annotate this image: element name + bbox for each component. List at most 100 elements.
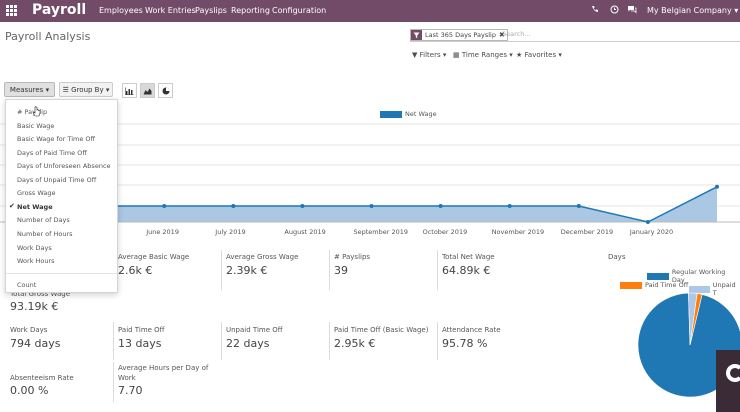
kpi-attendance-rate-label: Attendance Rate xyxy=(442,326,501,334)
pie-legend-label: Unpaid T xyxy=(712,281,736,297)
pie-slice-unpaid-time-off[interactable] xyxy=(688,292,698,346)
measure-option[interactable]: Days of Paid Time Off xyxy=(17,148,87,157)
measure-option[interactable]: Number of Days xyxy=(17,216,70,225)
menu-reporting[interactable]: Reporting xyxy=(231,6,270,15)
measure-option[interactable]: Basic Wage xyxy=(17,121,55,130)
kpi-work-days-label: Work Days xyxy=(10,326,48,334)
filters-label: Filters xyxy=(419,51,441,59)
kpi-average-basic-wage-value: 2.6k € xyxy=(118,264,153,277)
line-chart-button[interactable] xyxy=(140,83,155,98)
favorites-button[interactable]: ★ Favorites ▾ xyxy=(516,51,562,59)
filters-button[interactable]: ▼ Filters ▾ xyxy=(412,51,446,59)
legend-label-net-wage: Net Wage xyxy=(405,110,437,118)
company-switcher[interactable]: My Belgian Company ▾ xyxy=(647,6,738,15)
x-tick-label: July 2019 xyxy=(215,228,246,236)
data-point[interactable] xyxy=(645,220,650,224)
caret-down-icon: ▾ xyxy=(734,6,739,15)
top-navbar: Payroll Employees Work Entries Payslips … xyxy=(0,0,740,22)
pie-chart-button[interactable] xyxy=(158,83,173,98)
data-point[interactable] xyxy=(715,184,719,189)
chat-icon[interactable] xyxy=(627,5,637,15)
company-name: My Belgian Company xyxy=(647,6,732,15)
pie-slice-paid-time-off[interactable] xyxy=(689,293,703,346)
x-tick-label: June 2019 xyxy=(146,228,179,236)
pie-legend-unpaid-time-off[interactable]: Unpaid T xyxy=(689,281,740,297)
time-ranges-button[interactable]: ▦ Time Ranges ▾ xyxy=(453,51,513,59)
x-tick-label: October 2019 xyxy=(422,228,468,236)
star-icon: ★ xyxy=(516,51,523,59)
pie-legend-paid-time-off[interactable]: Paid Time Off xyxy=(620,281,688,289)
kpi-separator xyxy=(221,250,222,290)
pie-legend-swatch xyxy=(620,281,642,289)
data-point[interactable] xyxy=(231,204,236,208)
search-input[interactable]: Search... xyxy=(502,30,531,38)
kpi-separator xyxy=(329,322,330,360)
measure-option[interactable]: Work Days xyxy=(17,243,52,252)
kpi-unpaid-time-off-label: Unpaid Time Off xyxy=(226,326,283,334)
measure-option[interactable]: Days of Unforeseen Absence xyxy=(17,162,111,171)
measure-option-count[interactable]: Count xyxy=(17,280,37,289)
x-tick-label: January 2020 xyxy=(629,228,674,236)
kpi-average-gross-wage-value: 2.39k € xyxy=(226,264,268,277)
kpi-paid-time-off-value: 13 days xyxy=(118,337,162,350)
phone-icon[interactable] xyxy=(590,5,600,15)
kpi-total-net-wage-value: 64.89k € xyxy=(442,264,491,277)
menu-configuration[interactable]: Configuration xyxy=(272,6,327,15)
x-tick-label: November 2019 xyxy=(491,228,545,236)
bar-chart-button[interactable] xyxy=(122,83,137,98)
kpi-separator xyxy=(113,322,114,360)
measures-dropdown: # Payslip Basic Wage Basic Wage for Time O… xyxy=(5,99,118,293)
data-point[interactable] xyxy=(576,204,581,208)
search-facet[interactable]: Last 365 Days Payslip ✖ xyxy=(410,29,508,41)
data-point[interactable] xyxy=(438,204,443,208)
measure-option[interactable]: Work Hours xyxy=(17,257,55,266)
kpi-paid-time-off-basic-label: Paid Time Off (Basic Wage) xyxy=(334,326,429,334)
group-by-button[interactable]: ☰ Group By ▾ xyxy=(59,82,113,97)
caret-down-icon: ▾ xyxy=(45,85,50,94)
kpi-avg-hours-per-day-label: Average Hours per Day of Work xyxy=(118,364,209,382)
pie-legend-swatch xyxy=(689,285,710,293)
x-tick-label: September 2019 xyxy=(353,228,409,236)
time-ranges-label: Time Ranges xyxy=(461,51,508,59)
kpi-payslips-value: 39 xyxy=(334,264,348,277)
data-point[interactable] xyxy=(369,204,374,208)
search-bar[interactable]: Last 365 Days Payslip ✖ Search... xyxy=(410,28,740,42)
x-tick-label: August 2019 xyxy=(284,228,326,236)
measure-option[interactable]: Gross Wage xyxy=(17,189,56,198)
data-point[interactable] xyxy=(507,204,512,208)
measure-option[interactable]: Number of Hours xyxy=(17,229,73,238)
menu-employees[interactable]: Employees xyxy=(99,6,143,15)
caret-down-icon: ▾ xyxy=(105,85,110,94)
caret-down-icon: ▾ xyxy=(509,51,513,59)
measure-option[interactable]: Net Wage xyxy=(17,202,53,211)
data-point[interactable] xyxy=(162,204,167,208)
app-name[interactable]: Payroll xyxy=(32,2,87,18)
net-wage-line-chart xyxy=(0,123,740,224)
kpi-average-gross-wage-label: Average Gross Wage xyxy=(226,253,299,261)
caret-down-icon: ▾ xyxy=(442,51,447,59)
net-wage-area xyxy=(26,186,717,222)
kpi-separator xyxy=(437,250,438,290)
kpi-payslips-label: # Payslips xyxy=(334,253,371,261)
measure-option[interactable]: Days of Unpaid Time Off xyxy=(17,175,97,184)
clock-icon[interactable] xyxy=(609,5,619,15)
days-pie-title: Days xyxy=(608,253,626,261)
remove-facet-icon[interactable]: ✖ xyxy=(498,31,505,39)
kpi-separator xyxy=(221,322,222,360)
group-by-label: Group By xyxy=(71,85,104,94)
measure-option[interactable]: # Payslip xyxy=(17,108,48,116)
chart-legend[interactable]: Net Wage xyxy=(380,110,437,118)
checkmark-icon: ✔ xyxy=(9,201,15,210)
overlay-logo-icon xyxy=(726,364,740,382)
pie-legend-swatch xyxy=(647,272,669,280)
menu-payslips[interactable]: Payslips xyxy=(195,6,227,15)
menu-work-entries[interactable]: Work Entries xyxy=(145,6,196,15)
apps-grid-icon[interactable] xyxy=(6,5,17,16)
measures-button[interactable]: Measures ▾ xyxy=(4,82,55,97)
kpi-total-net-wage-label: Total Net Wage xyxy=(442,253,495,261)
measure-option[interactable]: Basic Wage for Time Off xyxy=(17,135,96,144)
pie-legend-regular-working-day[interactable]: Regular Working Day xyxy=(647,268,740,284)
kpi-attendance-rate-value: 95.78 % xyxy=(442,337,488,350)
favorites-label: Favorites xyxy=(524,51,557,59)
data-point[interactable] xyxy=(300,204,305,208)
